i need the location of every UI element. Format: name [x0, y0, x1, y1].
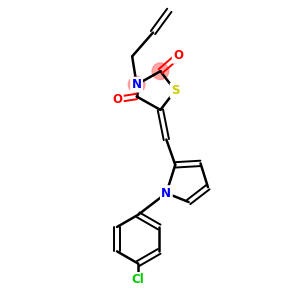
Text: N: N: [132, 78, 142, 91]
Text: N: N: [161, 187, 171, 200]
Text: O: O: [173, 49, 183, 62]
Text: Cl: Cl: [132, 273, 145, 286]
Circle shape: [128, 76, 145, 93]
Text: O: O: [112, 93, 122, 106]
Circle shape: [152, 63, 169, 80]
Text: S: S: [171, 84, 179, 97]
